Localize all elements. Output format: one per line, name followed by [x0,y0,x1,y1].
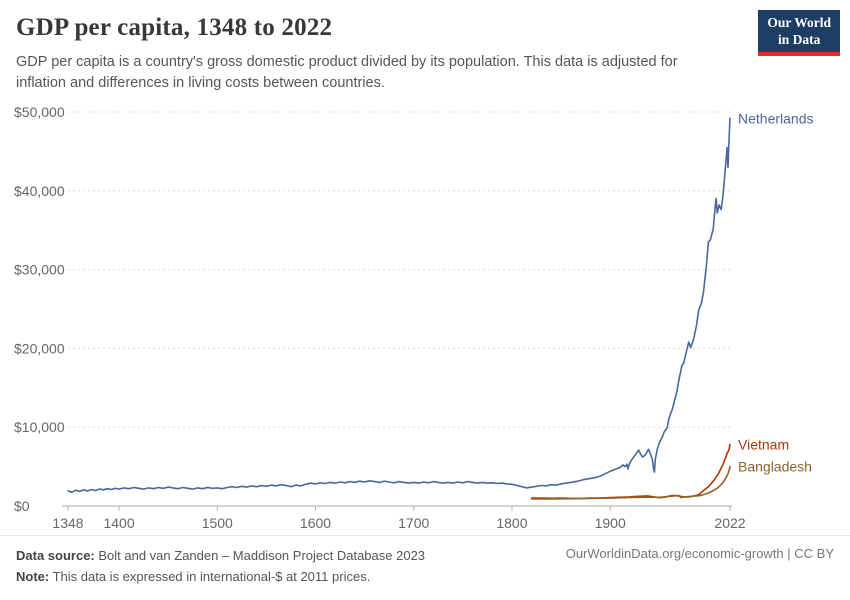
series-label-vietnam[interactable]: Vietnam [738,437,789,453]
series-line-vietnam[interactable] [530,443,731,500]
series-line-netherlands[interactable] [67,117,731,494]
chart-area: $0 $10,000 $20,000 $30,000 $40,000 $50,000 134… [0,96,850,539]
y-tick-label: $20,000 [14,340,65,356]
page-subtitle: GDP per capita is a country's gross dome… [16,54,678,92]
y-tick-label: $40,000 [14,183,65,199]
x-tick-label: 1800 [496,515,527,531]
x-tick-label: 1400 [103,515,134,531]
x-tick-label: 1500 [202,515,233,531]
gdp-line-chart: $0 $10,000 $20,000 $30,000 $40,000 $50,000 134… [14,104,814,531]
y-tick-label: $0 [14,498,30,514]
y-tick-label: $10,000 [14,419,65,435]
owid-logo-line2: in Data [777,31,821,47]
page-title: GDP per capita, 1348 to 2022 [16,14,333,41]
y-tick-label: $30,000 [14,262,65,278]
series-label-netherlands[interactable]: Netherlands [738,110,814,126]
footer-link[interactable]: OurWorldinData.org/economic-growth | CC … [565,546,834,562]
chart-header: GDP per capita, 1348 to 2022 GDP per cap… [0,0,850,94]
owid-logo-line1: Our World [767,15,831,30]
chart-footer: Data source: Bolt and van Zanden – Maddi… [0,535,850,600]
x-tick-label: 1900 [595,515,626,531]
data-source-label: Data source: [16,548,95,564]
note-line: Note: This data is expressed in internat… [16,567,425,588]
x-tick-label: 2022 [714,515,745,531]
y-tick-label: $50,000 [14,104,65,120]
owid-logo[interactable]: Our World in Data [758,10,840,56]
footer-left: Data source: Bolt and van Zanden – Maddi… [16,546,425,588]
note-label: Note: [16,569,50,585]
x-tick-label: 1600 [300,515,331,531]
data-source-text: Bolt and van Zanden – Maddison Project D… [94,548,426,564]
x-tick-label: 1700 [398,515,429,531]
x-tick-label: 1348 [52,515,83,531]
note-text: This data is expressed in international-… [49,569,371,585]
series-line-bangladesh[interactable] [530,465,731,500]
series-label-bangladesh[interactable]: Bangladesh [738,459,812,475]
data-source-line: Data source: Bolt and van Zanden – Maddi… [16,546,425,567]
